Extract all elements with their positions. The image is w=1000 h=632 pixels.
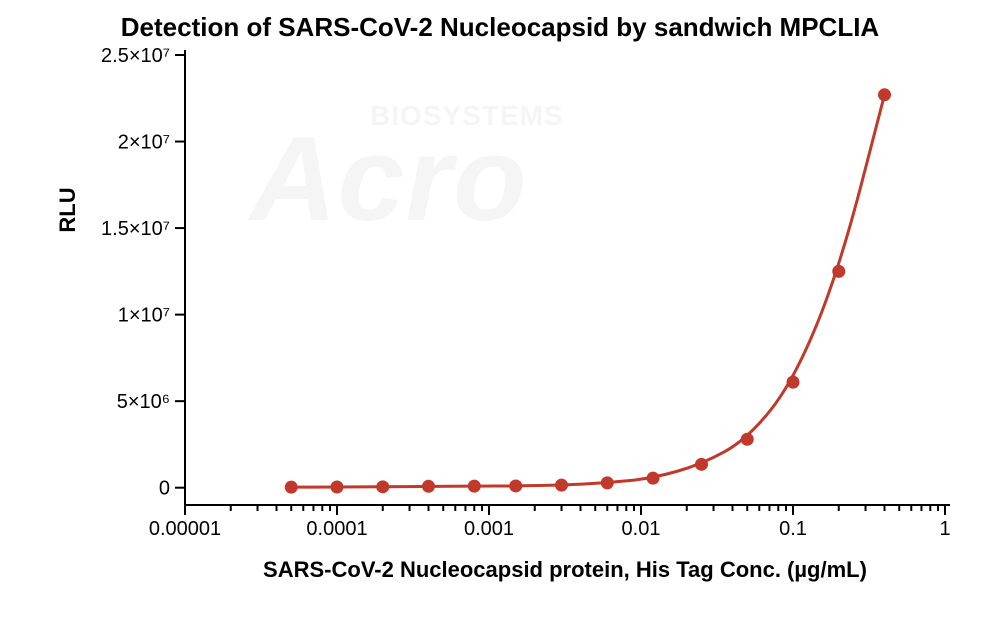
y-tick-label: 1×10⁷ bbox=[118, 305, 170, 327]
chart-container: Detection of SARS-CoV-2 Nucleocapsid by … bbox=[0, 0, 1000, 632]
data-marker bbox=[787, 376, 800, 389]
x-tick-label: 0.1 bbox=[779, 518, 807, 540]
data-marker bbox=[376, 480, 389, 493]
y-tick-label: 5×10⁶ bbox=[117, 391, 170, 413]
x-tick-label: 1 bbox=[939, 518, 950, 540]
data-marker bbox=[832, 265, 845, 278]
plot-area: 0 5×10⁶ 1×10⁷ 1.5×10⁷ 2×10⁷ 2.5×10⁷ 0.00001 0.0… bbox=[0, 0, 1000, 632]
x-tick-label: 0.001 bbox=[464, 518, 514, 540]
x-axis-label: SARS-CoV-2 Nucleocapsid protein, His Tag… bbox=[185, 557, 945, 583]
data-marker bbox=[741, 433, 754, 446]
y-tick-label: 2×10⁷ bbox=[118, 132, 170, 154]
data-line bbox=[291, 95, 884, 487]
data-marker bbox=[285, 481, 298, 494]
x-tick-label: 0.0001 bbox=[306, 518, 367, 540]
data-marker bbox=[331, 481, 344, 494]
data-marker bbox=[647, 472, 660, 485]
data-marker bbox=[422, 480, 435, 493]
y-tick-label: 1.5×10⁷ bbox=[101, 218, 170, 240]
data-marker bbox=[468, 480, 481, 493]
y-tick-label: 2.5×10⁷ bbox=[101, 45, 170, 67]
y-axis-label: RLU bbox=[55, 110, 81, 310]
data-marker bbox=[878, 88, 891, 101]
data-marker bbox=[695, 458, 708, 471]
data-marker bbox=[555, 479, 568, 492]
data-marker bbox=[601, 476, 614, 489]
x-tick-label: 0.00001 bbox=[149, 518, 221, 540]
y-tick-label: 0 bbox=[159, 478, 170, 500]
data-marker bbox=[509, 479, 522, 492]
x-tick-label: 0.01 bbox=[622, 518, 661, 540]
